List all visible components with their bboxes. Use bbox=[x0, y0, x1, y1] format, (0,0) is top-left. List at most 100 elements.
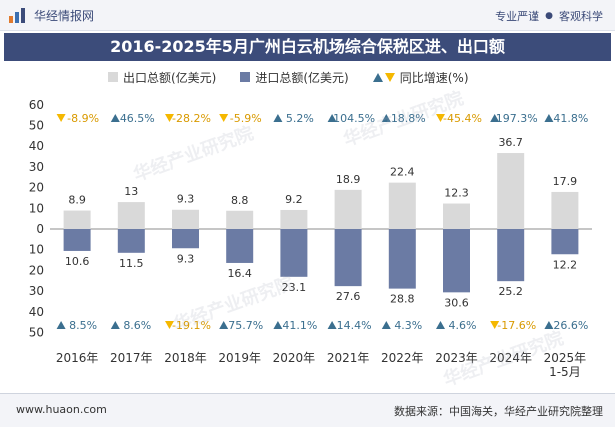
x-tick-label: 2017年 bbox=[110, 351, 153, 365]
import-growth-label: 75.7% bbox=[228, 319, 263, 332]
export-bar bbox=[334, 189, 362, 229]
x-tick-label: 2019年 bbox=[218, 351, 261, 365]
import-growth-up-icon bbox=[327, 321, 337, 329]
import-growth-label: 4.6% bbox=[449, 319, 477, 332]
y-tick-label: 30 bbox=[29, 160, 44, 174]
export-value-label: 9.2 bbox=[285, 193, 303, 206]
y-tick-label: 60 bbox=[29, 98, 44, 112]
x-tick-label: 1-5月 bbox=[549, 365, 581, 379]
separator-dot-icon: ● bbox=[545, 11, 553, 21]
import-growth-label: 26.6% bbox=[553, 319, 588, 332]
export-growth-label: -5.9% bbox=[230, 112, 262, 125]
y-tick-label: 40 bbox=[29, 305, 44, 319]
y-tick-label: 10 bbox=[29, 201, 44, 215]
export-value-label: 18.9 bbox=[336, 173, 361, 186]
title-bar: 2016-2025年5月广州白云机场综合保税区进、出口额 bbox=[4, 33, 611, 61]
import-growth-up-icon bbox=[381, 321, 391, 329]
y-tick-label: 30 bbox=[29, 284, 44, 298]
export-bar bbox=[172, 209, 199, 229]
tagline-objective: 客观科学 bbox=[559, 10, 603, 23]
import-growth-down-icon bbox=[490, 321, 500, 329]
y-tick-label: 20 bbox=[29, 263, 44, 277]
export-value-label: 12.3 bbox=[444, 187, 469, 200]
import-growth-label: -17.6% bbox=[497, 319, 536, 332]
import-value-label: 16.4 bbox=[227, 267, 252, 280]
export-bar bbox=[443, 203, 470, 229]
x-tick-label: 2020年 bbox=[273, 351, 316, 365]
import-growth-label: 8.5% bbox=[69, 319, 97, 332]
legend-import: 进口总额(亿美元) bbox=[240, 69, 349, 86]
y-tick-label: 50 bbox=[29, 326, 44, 340]
x-tick-label: 2025年 bbox=[544, 351, 587, 365]
export-value-label: 17.9 bbox=[553, 175, 578, 188]
legend-export: 出口总额(亿美元) bbox=[108, 69, 216, 86]
import-bar bbox=[388, 229, 416, 289]
export-growth-label: 5.2% bbox=[286, 112, 314, 125]
import-growth-label: 8.6% bbox=[123, 319, 151, 332]
export-value-label: 36.7 bbox=[498, 136, 523, 149]
y-tick-label: 20 bbox=[29, 181, 44, 195]
export-growth-label: 41.8% bbox=[553, 112, 588, 125]
import-value-label: 11.5 bbox=[119, 257, 144, 270]
import-growth-up-icon bbox=[56, 321, 66, 329]
website-link[interactable]: www.huaon.com bbox=[16, 403, 107, 416]
export-bar bbox=[117, 202, 145, 229]
import-value-label: 27.6 bbox=[336, 290, 361, 303]
x-tick-label: 2018年 bbox=[164, 351, 207, 365]
export-growth-label: 18.8% bbox=[391, 112, 426, 125]
import-bar bbox=[172, 229, 199, 249]
tagline-professional: 专业严谨 bbox=[495, 10, 540, 23]
export-growth-label: -8.9% bbox=[67, 112, 99, 125]
export-growth-up-icon bbox=[327, 114, 337, 122]
y-tick-label: 50 bbox=[29, 119, 44, 133]
export-growth-up-icon bbox=[110, 114, 120, 122]
export-value-label: 22.4 bbox=[390, 166, 415, 179]
legend: 出口总额(亿美元) 进口总额(亿美元) 同比增速(%) bbox=[108, 67, 493, 87]
import-bar bbox=[551, 229, 579, 255]
import-value-label: 10.6 bbox=[65, 255, 90, 268]
export-growth-label: 46.5% bbox=[120, 112, 155, 125]
data-source: 数据来源：中国海关，华经产业研究院整理 bbox=[394, 405, 603, 418]
import-bar bbox=[443, 229, 470, 293]
export-value-label: 9.3 bbox=[177, 193, 195, 206]
import-bar bbox=[497, 229, 525, 282]
legend-import-swatch bbox=[240, 72, 251, 82]
legend-growth-label: 同比增速(%) bbox=[399, 70, 469, 85]
export-value-label: 8.8 bbox=[231, 194, 249, 207]
x-tick-label: 2016年 bbox=[56, 351, 99, 365]
import-value-label: 9.3 bbox=[177, 252, 195, 265]
import-growth-label: -19.1% bbox=[172, 319, 211, 332]
export-growth-up-icon bbox=[490, 114, 500, 122]
export-growth-down-icon bbox=[436, 114, 445, 122]
export-growth-up-icon bbox=[273, 114, 283, 122]
legend-import-label: 进口总额(亿美元) bbox=[255, 70, 349, 85]
export-growth-up-icon bbox=[544, 114, 554, 122]
export-growth-label: -28.2% bbox=[172, 112, 211, 125]
export-growth-up-icon bbox=[381, 114, 391, 122]
import-bar bbox=[117, 229, 145, 253]
brand[interactable]: 华经情报网 bbox=[8, 6, 94, 24]
export-growth-down-icon bbox=[56, 114, 66, 122]
y-tick-label: 10 bbox=[29, 243, 44, 257]
import-bar bbox=[226, 229, 254, 263]
import-bar bbox=[63, 229, 91, 251]
export-value-label: 13 bbox=[124, 185, 138, 198]
legend-growth-icon bbox=[372, 72, 395, 82]
import-growth-label: 4.3% bbox=[394, 319, 422, 332]
legend-export-label: 出口总额(亿美元) bbox=[123, 70, 217, 85]
import-growth-up-icon bbox=[436, 321, 445, 329]
tagline: 专业严谨 ● 客观科学 bbox=[495, 8, 603, 24]
export-growth-label: -45.4% bbox=[443, 112, 482, 125]
import-value-label: 30.6 bbox=[444, 296, 469, 309]
import-value-label: 28.8 bbox=[390, 293, 415, 306]
top-bar: 华经情报网 专业严谨 ● 客观科学 bbox=[0, 0, 615, 31]
import-growth-up-icon bbox=[110, 321, 120, 329]
import-bar bbox=[280, 229, 308, 277]
y-tick-label: 0 bbox=[36, 222, 44, 236]
import-growth-up-icon bbox=[273, 321, 283, 329]
export-growth-down-icon bbox=[165, 114, 174, 122]
x-tick-label: 2022年 bbox=[381, 351, 424, 365]
x-tick-label: 2023年 bbox=[435, 351, 478, 365]
import-value-label: 23.1 bbox=[282, 281, 307, 294]
bar-chart: 60 50 40 30 20 10 0 10 20 30 40 50 8.9 10.6 -8.9% 8.5% 2… bbox=[29, 98, 592, 379]
